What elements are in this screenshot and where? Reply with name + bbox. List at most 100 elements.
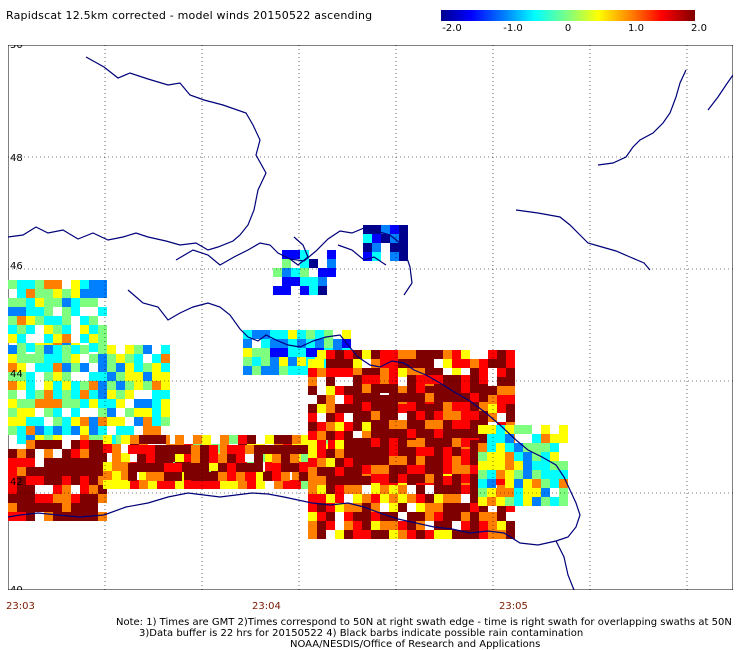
latitude-label: 42 [10,477,23,488]
wind-cell [317,440,326,449]
wind-cell [89,298,98,307]
wind-cell [496,443,505,452]
wind-cell [452,384,461,393]
wind-cell [175,435,184,444]
wind-cell [62,458,71,467]
wind-cell [389,512,398,521]
wind-cell [532,461,541,470]
wind-cell [17,381,26,390]
wind-cell [434,350,443,359]
wind-cell [80,435,89,444]
wind-cell [353,402,362,411]
wind-cell [306,348,315,357]
wind-cell [107,399,116,408]
wind-cell [335,503,344,512]
wind-cell [80,503,89,512]
wind-cell [121,462,130,471]
wind-cell [506,377,515,386]
wind-cell [371,447,380,456]
wind-cell [80,476,89,485]
wind-cell [80,440,89,449]
wind-cell [17,485,26,494]
wind-cell [282,250,291,259]
wind-cell [308,404,317,413]
wind-cell [282,277,291,286]
wind-cell [497,368,506,377]
wind-cell [317,350,326,359]
wind-cell [461,456,470,465]
wind-cell [362,438,371,447]
wind-cell [71,449,80,458]
wind-cell [326,422,335,431]
wind-cell [523,452,532,461]
wind-cell [559,479,568,488]
wind-cell [292,471,301,480]
wind-cell [371,456,380,465]
wind-cell [487,470,496,479]
wind-cell [152,408,161,417]
wind-cell [380,411,389,420]
wind-cell [17,417,26,426]
wind-cell [443,476,452,485]
wind-cell [541,452,550,461]
wind-cell [389,530,398,539]
wind-cell [134,354,143,363]
wind-cell [261,357,270,366]
wind-cell [333,339,342,348]
wind-cell [279,366,288,375]
wind-cell [116,390,125,399]
wind-cell [26,381,35,390]
wind-cell [200,472,209,481]
wind-cell [380,438,389,447]
wind-cell [290,463,299,472]
wind-cell [434,411,443,420]
wind-cell [155,472,164,481]
wind-cell [26,325,35,334]
wind-cell [335,431,344,440]
wind-cell [326,485,335,494]
wind-cell [98,334,107,343]
wind-cell [380,521,389,530]
wind-cell [35,307,44,316]
wind-cell [371,494,380,503]
wind-cell [443,438,452,447]
wind-cell [470,368,479,377]
wind-cell [407,456,416,465]
wind-cell [362,494,371,503]
wind-cell [335,440,344,449]
wind-cell [26,289,35,298]
coast-kerch [337,244,387,266]
wind-cell [362,375,371,384]
wind-cell [89,343,98,352]
wind-cell [353,420,362,429]
wind-cell [389,368,398,377]
latitude-label: 46 [10,261,23,272]
wind-cell [326,431,335,440]
wind-cell [550,434,559,443]
wind-cell [317,404,326,413]
wind-cell [80,298,89,307]
wind-cell [300,250,309,259]
wind-cell [389,384,398,393]
wind-cell [71,426,80,435]
wind-cell [372,225,381,234]
latitude-label: 48 [10,153,23,164]
gridlines [8,45,733,590]
wind-cell [300,277,309,286]
wind-cell [89,325,98,334]
wind-cell [125,372,134,381]
wind-cell [514,425,523,434]
wind-cell [390,252,399,261]
wind-cell [344,485,353,494]
wind-cell [143,408,152,417]
wind-cell [416,456,425,465]
wind-cell [44,503,53,512]
wind-cell [8,316,17,325]
wind-cell [98,467,107,476]
wind-cell [514,452,523,461]
wind-cell [317,422,326,431]
wind-cell [371,411,380,420]
wind-cell [227,463,236,472]
wind-cell [220,480,229,489]
wind-cell [317,431,326,440]
